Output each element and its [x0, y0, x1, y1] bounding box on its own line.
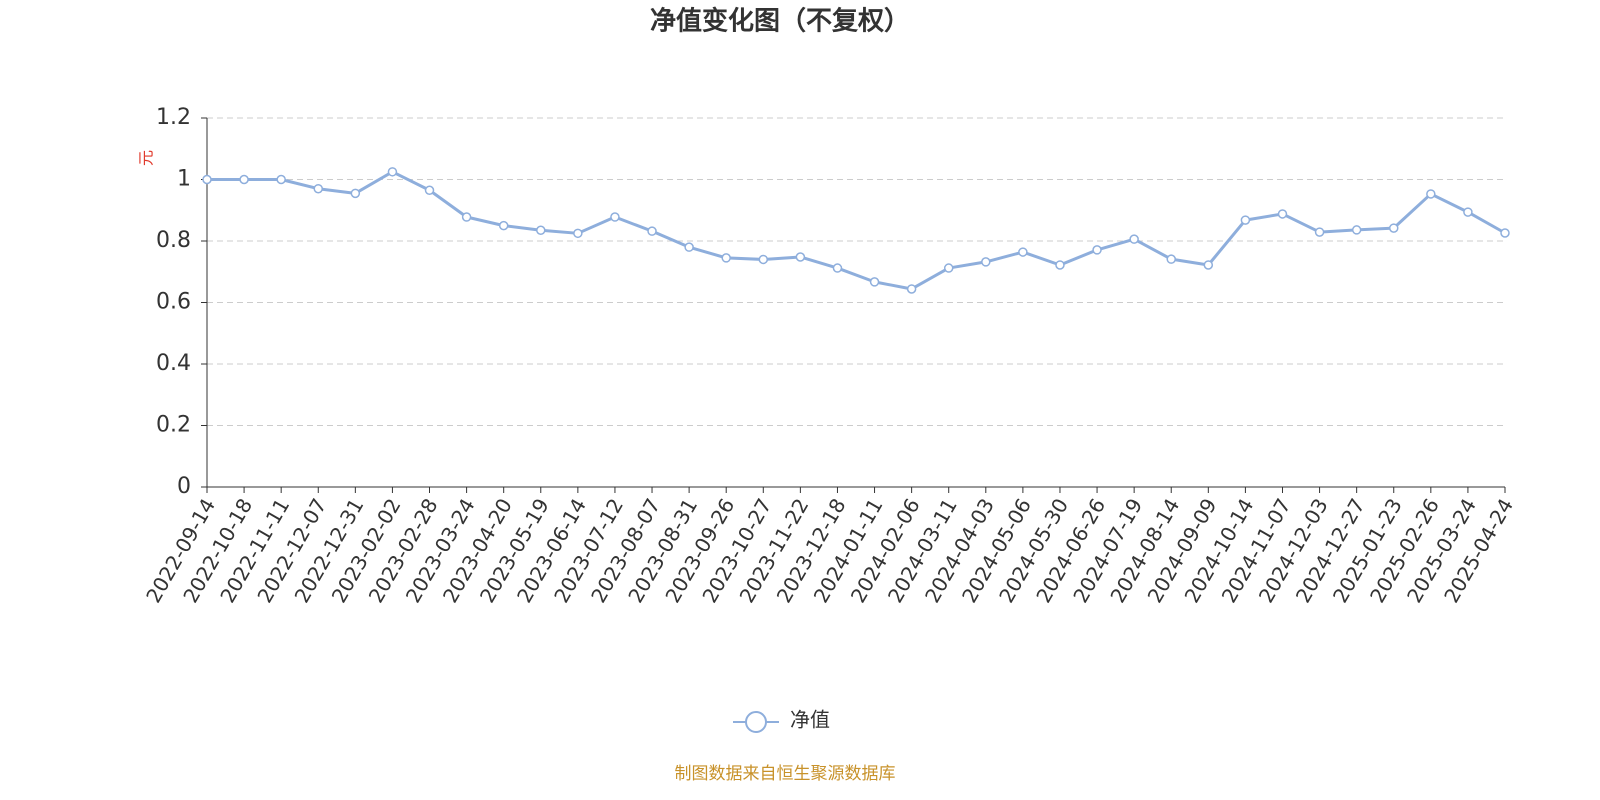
point-marker	[1500, 228, 1510, 238]
point-marker	[1277, 209, 1288, 219]
series-line	[207, 170, 1506, 291]
y-tick-label: 0	[177, 474, 191, 499]
source-note: 制图数据来自恒生聚源数据库	[675, 764, 896, 784]
y-tick-label: 1	[177, 167, 191, 192]
point-marker	[721, 253, 731, 263]
point-marker	[1463, 207, 1473, 217]
point-marker	[350, 188, 361, 199]
point-marker	[498, 220, 509, 231]
point-marker	[1203, 260, 1214, 270]
y-tick-label: 1.2	[156, 105, 191, 130]
y-tick-label: 0.8	[156, 228, 191, 253]
point-marker	[1092, 245, 1102, 255]
point-marker	[906, 284, 917, 294]
y-axis-label: 元	[137, 150, 156, 166]
point-marker	[461, 212, 472, 222]
point-marker	[202, 174, 212, 185]
point-marker	[573, 228, 583, 239]
point-marker	[832, 263, 843, 273]
point-marker	[276, 174, 286, 185]
point-marker	[981, 257, 991, 267]
point-marker	[647, 226, 657, 236]
point-marker	[536, 225, 546, 235]
point-marker	[1314, 227, 1325, 237]
point-marker	[239, 174, 249, 185]
point-marker	[1426, 189, 1436, 199]
point-marker	[1240, 215, 1251, 225]
point-marker	[1351, 225, 1362, 235]
point-marker	[1055, 260, 1065, 270]
point-marker	[795, 252, 806, 262]
y-tick-label: 0.2	[156, 413, 191, 438]
y-tick-label: 0.4	[156, 351, 191, 376]
point-marker	[1388, 223, 1399, 233]
point-marker	[1129, 234, 1139, 244]
point-marker	[387, 167, 398, 177]
point-marker	[943, 263, 954, 273]
chart-title: 净值变化图（不复权）	[650, 6, 910, 37]
point-marker	[869, 277, 880, 287]
legend-marker	[745, 711, 767, 733]
point-marker	[684, 242, 694, 252]
legend-label[interactable]: 净值	[790, 708, 830, 732]
point-marker	[424, 185, 435, 196]
y-tick-label: 0.6	[156, 290, 191, 315]
point-marker	[610, 212, 620, 222]
point-marker	[758, 254, 769, 265]
point-marker	[1166, 254, 1176, 264]
point-marker	[313, 183, 324, 194]
point-marker	[1018, 247, 1028, 257]
